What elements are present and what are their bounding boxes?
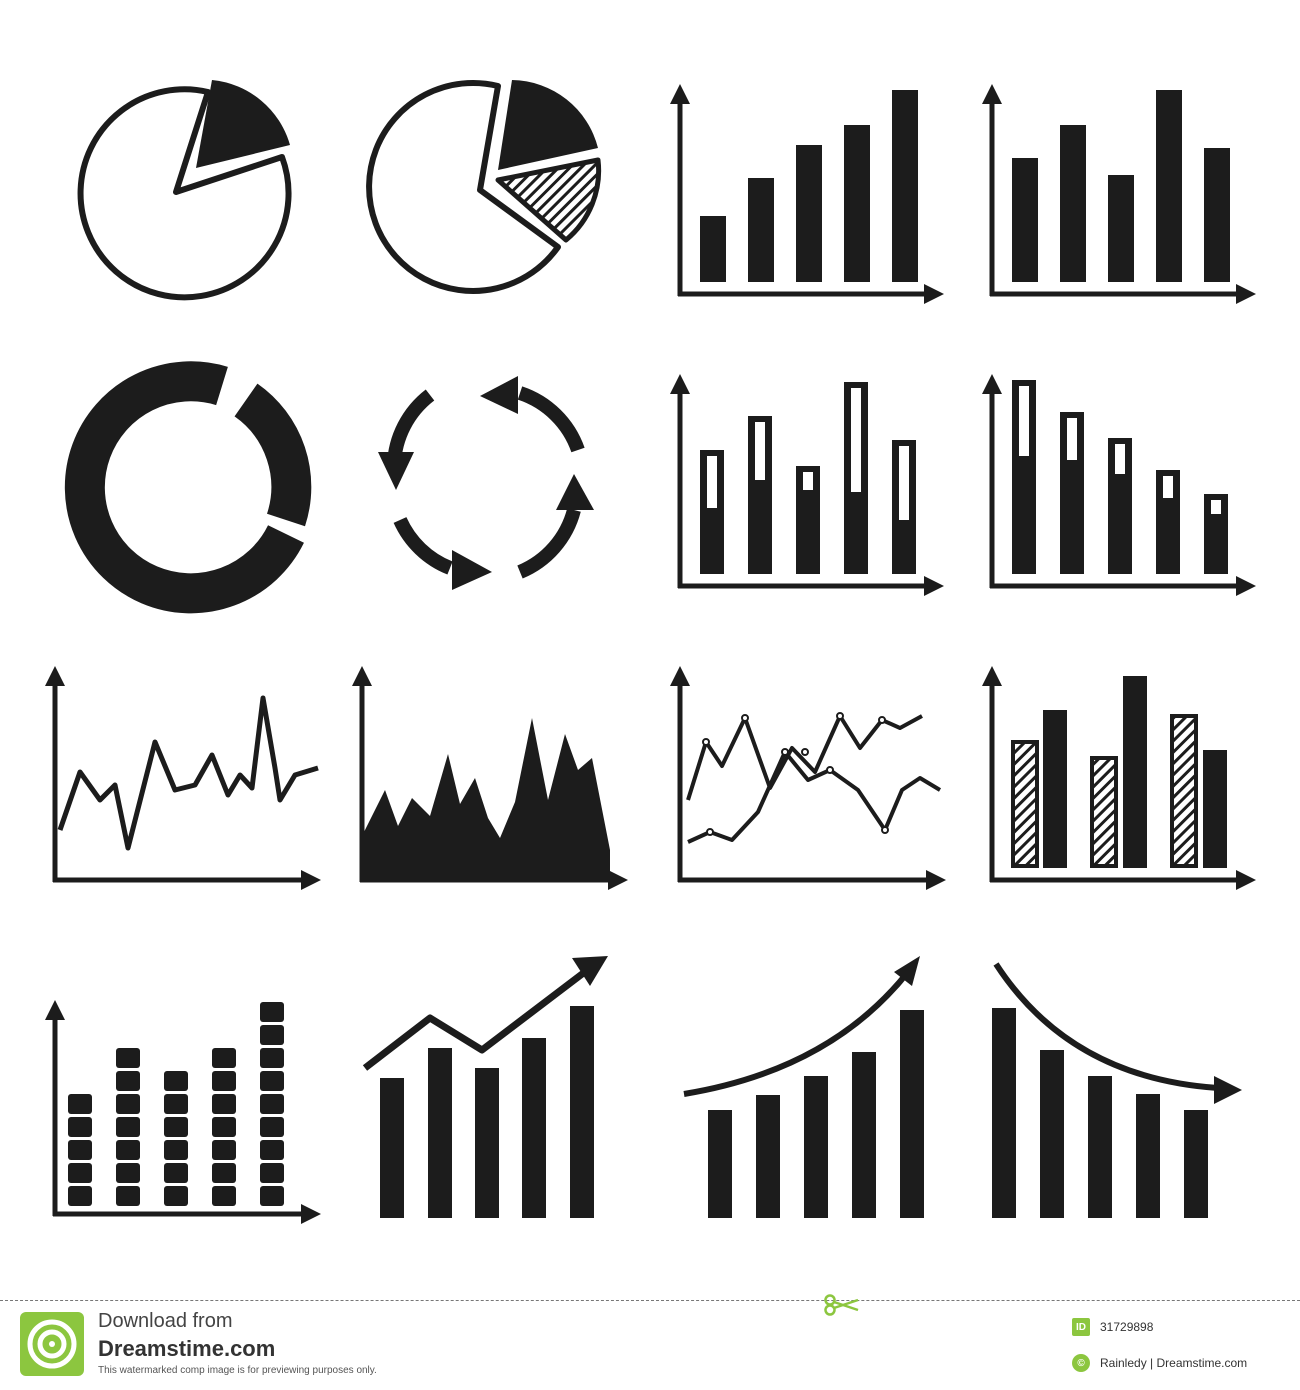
download-from-text: Download from [98,1310,233,1332]
stack-block [116,1071,140,1091]
bar-chart-curve-down-icon [992,962,1242,1218]
stack-block [164,1163,188,1183]
two-line-chart-icon [670,666,946,890]
watermark-notice: This watermarked comp image is for previ… [98,1365,377,1376]
stack-block [212,1163,236,1183]
dreamstime-logo-icon [20,1312,84,1376]
cycle-arrows-icon [378,376,594,590]
pie-chart-one-slice-icon [77,80,292,301]
stack-block [116,1163,140,1183]
bar-chart-mixed-icon [982,84,1256,304]
stack-block [68,1163,92,1183]
bar-chart-descending-highlighted-icon [982,374,1256,596]
copyright-icon: © [1072,1354,1090,1372]
stack-block [260,1117,284,1137]
stack-block [116,1094,140,1114]
stack-block [164,1117,188,1137]
bar-chart-striped-icon [982,666,1256,890]
stack-block [68,1140,92,1160]
area-chart-icon [352,666,628,890]
stacked-blocks-chart-icon [45,1000,321,1224]
stack-block [260,1048,284,1068]
stack-block [212,1048,236,1068]
stack-block [260,1071,284,1091]
stack-block [68,1186,92,1206]
stack-block [164,1094,188,1114]
id-badge-icon: ID [1072,1318,1090,1336]
stack-block [68,1117,92,1137]
stack-block [68,1094,92,1114]
stack-block [212,1071,236,1091]
image-id: 31729898 [1100,1320,1154,1334]
stack-block [260,1163,284,1183]
stack-block [164,1186,188,1206]
author-credit[interactable]: Rainledy | Dreamstime.com [1100,1356,1248,1370]
bar-chart-trend-up-icon [362,956,608,1218]
stack-block [116,1117,140,1137]
bar-chart-highlighted-icon [670,374,944,596]
stack-block [116,1140,140,1160]
image-id-row: ID 31729898 [1072,1318,1153,1336]
scissors-icon [824,1294,859,1316]
stack-block [116,1186,140,1206]
stack-block [212,1140,236,1160]
brand-name[interactable]: Dreamstime.com [98,1336,276,1361]
pie-chart-two-slices-icon [366,79,602,294]
stack-block [212,1117,236,1137]
bar-chart-ascending-icon [670,84,944,304]
stack-block [212,1186,236,1206]
bar-chart-curve-up-icon [683,956,924,1218]
line-chart-icon [45,666,321,890]
stack-block [260,1186,284,1206]
stack-block [164,1071,188,1091]
stack-block [260,1140,284,1160]
stack-block [164,1140,188,1160]
author-row: © Rainledy | Dreamstime.com [1072,1354,1247,1372]
chart-icons-grid [45,79,1256,1224]
stack-block [116,1048,140,1068]
donut-chart-icon [64,361,312,614]
stack-block [260,1094,284,1114]
stack-block [260,1002,284,1022]
cut-line [0,1300,1300,1301]
stack-block [212,1094,236,1114]
stack-block [260,1025,284,1045]
